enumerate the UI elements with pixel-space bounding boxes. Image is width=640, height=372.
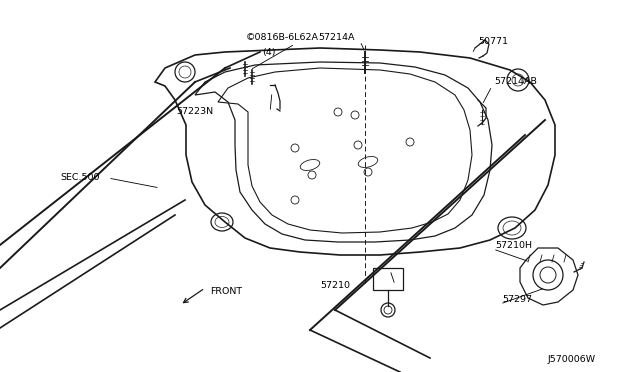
Text: 57210H: 57210H bbox=[495, 241, 532, 250]
Text: 57214A: 57214A bbox=[318, 33, 355, 42]
Text: FRONT: FRONT bbox=[210, 288, 242, 296]
Text: J570006W: J570006W bbox=[548, 356, 596, 365]
Text: 50771: 50771 bbox=[478, 38, 508, 46]
Text: 57210: 57210 bbox=[320, 280, 350, 289]
Text: 57223N: 57223N bbox=[176, 108, 213, 116]
Text: SEC.500: SEC.500 bbox=[60, 173, 99, 183]
Text: 57214AB: 57214AB bbox=[494, 77, 537, 87]
Text: (4): (4) bbox=[262, 48, 275, 57]
Text: ©0816B-6L62A: ©0816B-6L62A bbox=[246, 33, 319, 42]
Text: 57297: 57297 bbox=[502, 295, 532, 305]
